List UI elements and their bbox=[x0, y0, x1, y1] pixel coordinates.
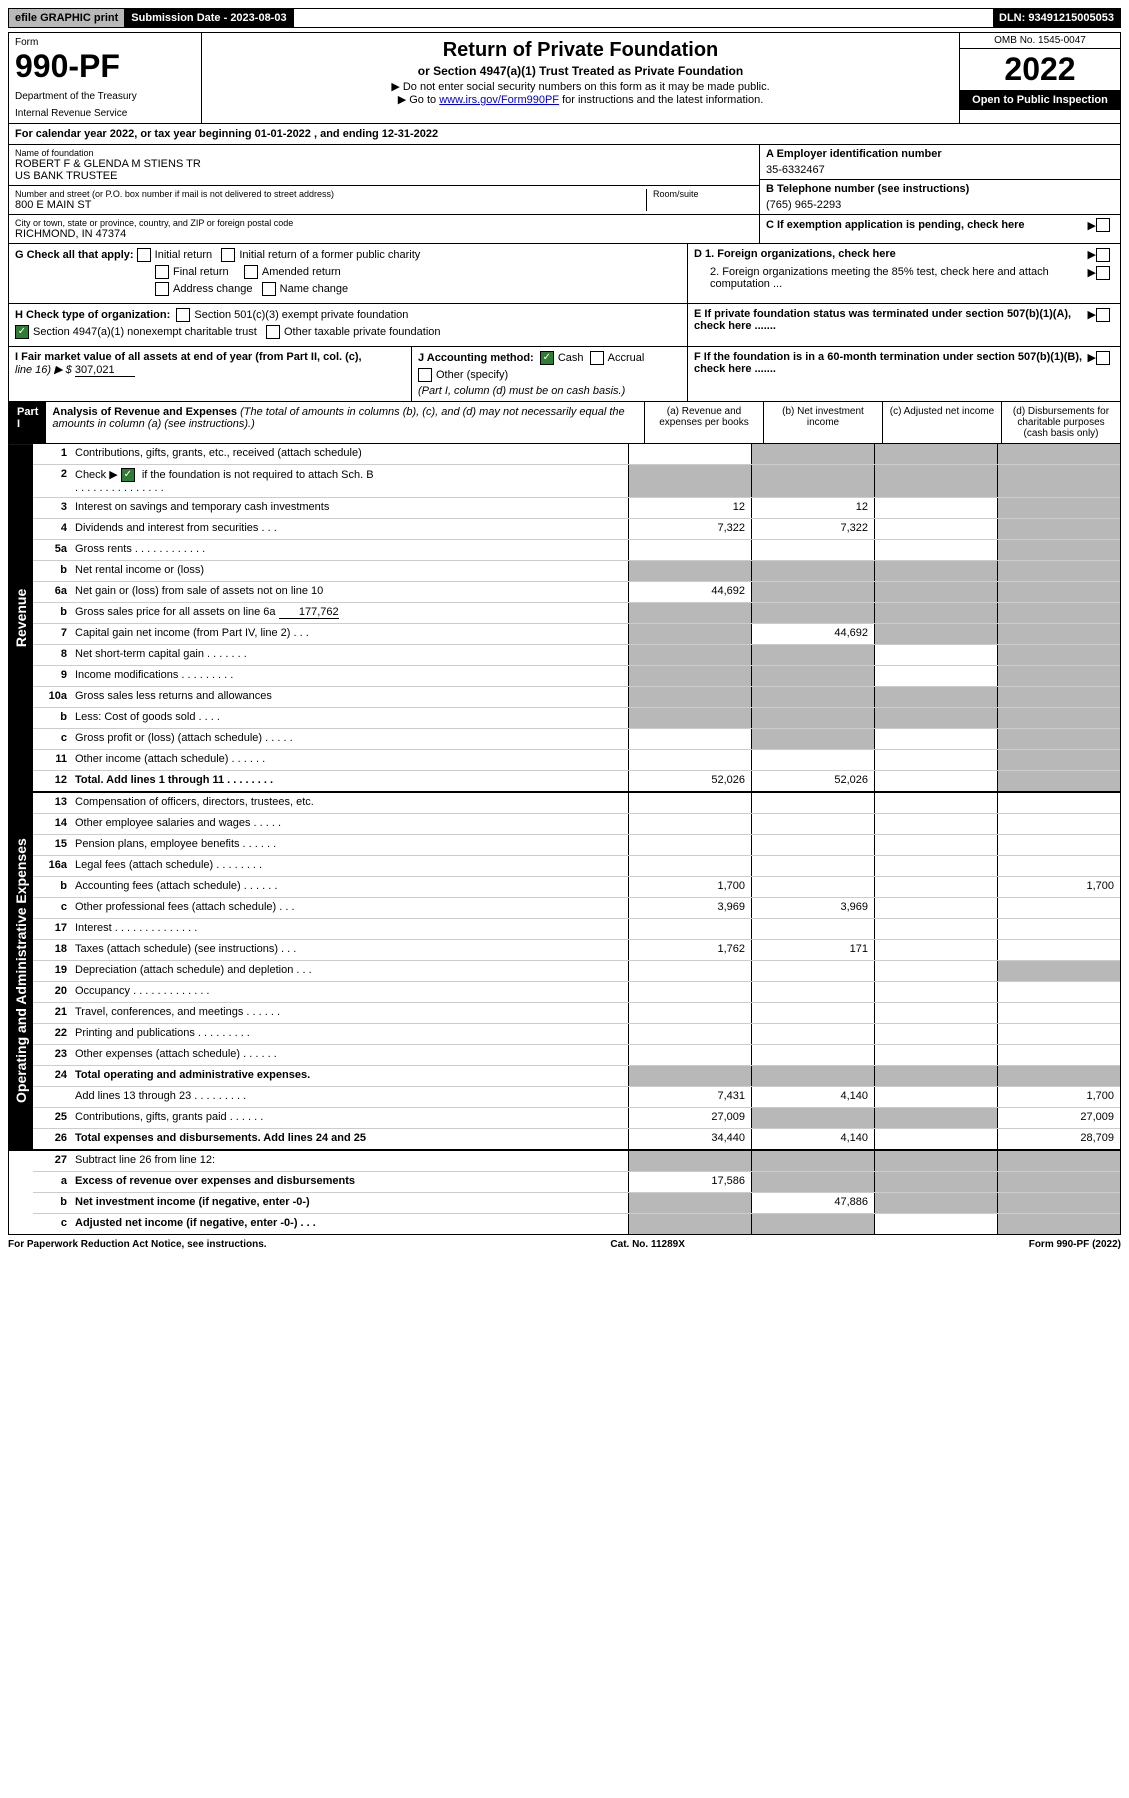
i-label: I Fair market value of all assets at end… bbox=[15, 351, 405, 363]
tax-year: 2022 bbox=[960, 49, 1120, 90]
submission-date: Submission Date - 2023-08-03 bbox=[125, 9, 293, 27]
g-label: G Check all that apply: bbox=[15, 249, 134, 261]
ijf-section: I Fair market value of all assets at end… bbox=[8, 347, 1121, 402]
form-note2: ▶ Go to www.irs.gov/Form990PF for instru… bbox=[208, 93, 953, 106]
efile-label[interactable]: efile GRAPHIC print bbox=[9, 9, 125, 27]
part1-title: Analysis of Revenue and Expenses bbox=[52, 406, 237, 418]
revenue-side-label: Revenue bbox=[9, 444, 33, 791]
page-footer: For Paperwork Reduction Act Notice, see … bbox=[8, 1239, 1121, 1250]
j-cash-check[interactable]: ✓ bbox=[540, 351, 554, 365]
irs-label: Internal Revenue Service bbox=[15, 108, 195, 119]
g-check-addr[interactable] bbox=[155, 282, 169, 296]
form-header: Form 990-PF Department of the Treasury I… bbox=[8, 32, 1121, 124]
line6b-value: 177,762 bbox=[279, 606, 339, 619]
form-note1: ▶ Do not enter social security numbers o… bbox=[208, 80, 953, 93]
d1-checkbox[interactable] bbox=[1096, 248, 1110, 262]
irs-link[interactable]: www.irs.gov/Form990PF bbox=[439, 94, 559, 106]
h-check-501c3[interactable] bbox=[176, 308, 190, 322]
f-label: F If the foundation is in a 60-month ter… bbox=[694, 351, 1088, 375]
foundation-name: ROBERT F & GLENDA M STIENS TR US BANK TR… bbox=[15, 158, 753, 182]
j-accrual-check[interactable] bbox=[590, 351, 604, 365]
part1-header-row: Part I Analysis of Revenue and Expenses … bbox=[8, 402, 1121, 444]
expenses-side-label: Operating and Administrative Expenses bbox=[9, 793, 33, 1149]
dept-label: Department of the Treasury bbox=[15, 91, 195, 102]
room-label: Room/suite bbox=[653, 189, 753, 199]
g-check-final[interactable] bbox=[155, 265, 169, 279]
col-b-head: (b) Net investment income bbox=[763, 402, 882, 443]
part1-badge: Part I bbox=[9, 402, 46, 443]
ein: 35-6332467 bbox=[766, 164, 1114, 176]
form-label: Form bbox=[15, 37, 195, 48]
footer-right: Form 990-PF (2022) bbox=[1029, 1239, 1121, 1250]
form-number: 990-PF bbox=[15, 48, 195, 85]
h-section: H Check type of organization: Section 50… bbox=[8, 304, 1121, 347]
entity-info: Name of foundation ROBERT F & GLENDA M S… bbox=[8, 145, 1121, 244]
g-check-initial-former[interactable] bbox=[221, 248, 235, 262]
revenue-table: Revenue 1Contributions, gifts, grants, e… bbox=[8, 444, 1121, 792]
city-label: City or town, state or province, country… bbox=[15, 218, 753, 228]
d1-label: D 1. Foreign organizations, check here bbox=[694, 248, 1088, 262]
f-checkbox[interactable] bbox=[1096, 351, 1110, 365]
city: RICHMOND, IN 47374 bbox=[15, 228, 753, 240]
h-check-4947[interactable]: ✓ bbox=[15, 325, 29, 339]
h-check-other[interactable] bbox=[266, 325, 280, 339]
c-label: C If exemption application is pending, c… bbox=[766, 219, 1088, 231]
omb-number: OMB No. 1545-0047 bbox=[960, 33, 1120, 49]
check-section: G Check all that apply: Initial return I… bbox=[8, 244, 1121, 304]
top-bar: efile GRAPHIC print Submission Date - 20… bbox=[8, 8, 1121, 28]
tel-label: B Telephone number (see instructions) bbox=[766, 183, 1114, 195]
g-check-amended[interactable] bbox=[244, 265, 258, 279]
j-note: (Part I, column (d) must be on cash basi… bbox=[418, 385, 681, 397]
j-label: J Accounting method: bbox=[418, 352, 534, 364]
d2-checkbox[interactable] bbox=[1096, 266, 1110, 280]
j-other-check[interactable] bbox=[418, 368, 432, 382]
arrow-icon: ▶ bbox=[1088, 219, 1096, 232]
g-check-initial[interactable] bbox=[137, 248, 151, 262]
e-checkbox[interactable] bbox=[1096, 308, 1110, 322]
telephone: (765) 965-2293 bbox=[766, 199, 1114, 211]
name-label: Name of foundation bbox=[15, 148, 753, 158]
footer-mid: Cat. No. 11289X bbox=[610, 1239, 684, 1250]
form-subtitle: or Section 4947(a)(1) Trust Treated as P… bbox=[208, 64, 953, 78]
form-title: Return of Private Foundation bbox=[208, 39, 953, 62]
c-checkbox[interactable] bbox=[1096, 218, 1110, 232]
footer-left: For Paperwork Reduction Act Notice, see … bbox=[8, 1239, 267, 1250]
col-d-head: (d) Disbursements for charitable purpose… bbox=[1001, 402, 1120, 443]
calendar-year: For calendar year 2022, or tax year begi… bbox=[8, 124, 1121, 145]
open-public: Open to Public Inspection bbox=[960, 90, 1120, 110]
address: 800 E MAIN ST bbox=[15, 199, 646, 211]
d2-label: 2. Foreign organizations meeting the 85%… bbox=[694, 266, 1088, 290]
col-c-head: (c) Adjusted net income bbox=[882, 402, 1001, 443]
ein-label: A Employer identification number bbox=[766, 148, 1114, 160]
e-label: E If private foundation status was termi… bbox=[694, 308, 1088, 332]
g-check-name[interactable] bbox=[262, 282, 276, 296]
col-a-head: (a) Revenue and expenses per books bbox=[644, 402, 763, 443]
expenses-table: Operating and Administrative Expenses 13… bbox=[8, 792, 1121, 1150]
dln: DLN: 93491215005053 bbox=[993, 9, 1120, 27]
i-value: 307,021 bbox=[75, 364, 135, 377]
sch-b-check[interactable]: ✓ bbox=[121, 468, 135, 482]
addr-label: Number and street (or P.O. box number if… bbox=[15, 189, 646, 199]
h-label: H Check type of organization: bbox=[15, 309, 170, 321]
line27-table: 27Subtract line 26 from line 12: aExcess… bbox=[8, 1150, 1121, 1235]
